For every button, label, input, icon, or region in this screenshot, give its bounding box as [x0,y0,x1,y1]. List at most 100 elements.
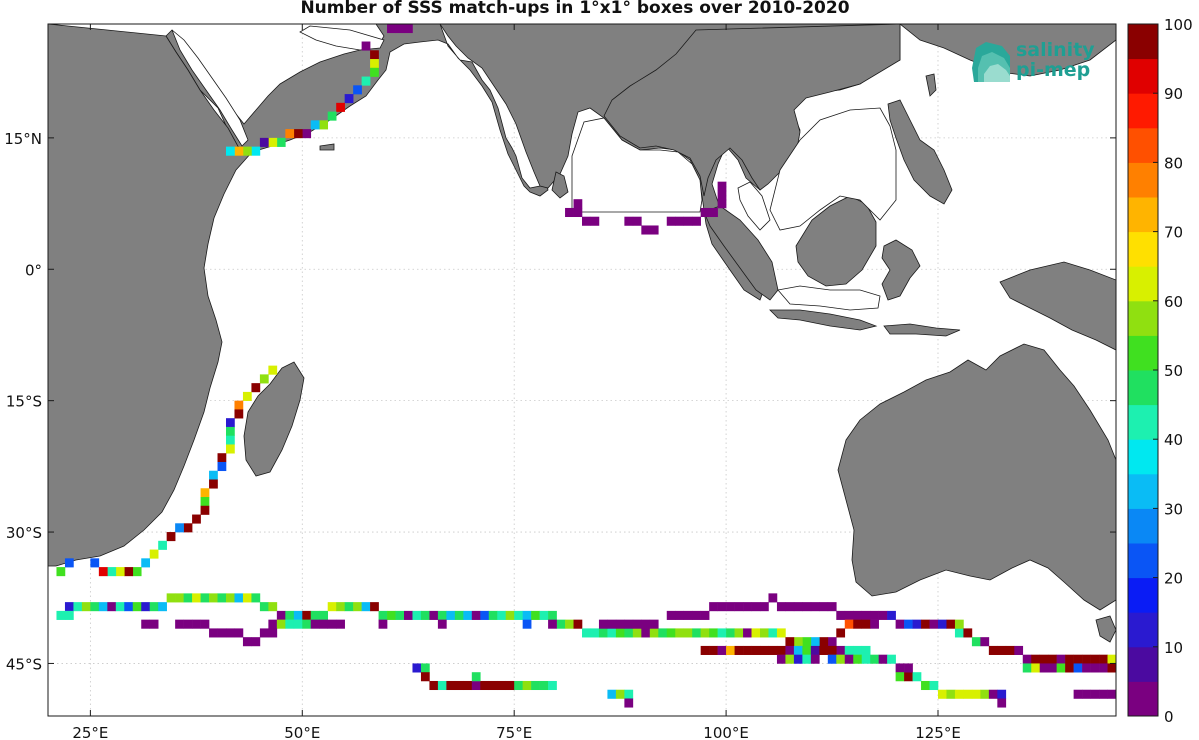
matchup-cell [217,453,227,463]
colorbar-segment [1128,127,1158,163]
lon-tick-label: 75°E [496,724,532,740]
matchup-cell [607,689,617,699]
matchup-cell [429,24,439,25]
matchup-cell [624,619,634,629]
matchup-cell [861,610,871,620]
matchup-cell [514,610,523,620]
matchup-cell [107,567,117,577]
matchup-cell [785,645,795,655]
matchup-cell [378,619,388,629]
matchup-cell [802,637,812,647]
colorbar-tick-label: 20 [1164,570,1183,588]
matchup-cell [192,593,201,603]
matchup-cell [217,628,227,638]
matchup-cell [844,654,854,664]
matchup-cell [1099,663,1108,673]
matchup-cell [1065,663,1074,673]
matchup-cell [64,610,74,620]
colorbar-segment [1128,370,1158,406]
matchup-cell [768,628,778,638]
matchup-cell [539,610,549,620]
matchup-cell [700,628,710,638]
colorbar-tick-label: 70 [1164,224,1183,242]
matchup-cell [692,216,701,226]
matchup-cell [565,619,574,629]
matchup-cell [726,645,735,655]
matchup-cell [980,689,990,699]
colorbar-segment [1128,162,1158,198]
matchup-cell [353,602,362,612]
matchup-cell [641,225,651,235]
matchup-cell [370,602,379,612]
matchup-cell [209,628,218,638]
colorbar-tick-label: 30 [1164,500,1183,518]
matchup-cell [276,610,286,620]
matchup-cell [149,602,159,612]
matchup-cell [836,610,846,620]
matchup-cell [370,59,379,69]
matchup-cell [446,610,456,620]
matchup-cell [522,680,532,691]
matchup-cell [582,216,591,226]
land-sumatra [703,205,779,301]
colorbar-segment [1128,24,1158,60]
matchup-cell [632,628,642,638]
matchup-cell [675,610,685,620]
matchup-cell [793,654,803,664]
matchup-cell [938,619,947,629]
matchup-cell [658,628,668,638]
matchup-cell [751,602,761,612]
matchup-cell [1065,654,1074,664]
matchup-cell [1073,663,1083,673]
land-sulawesi [881,239,921,301]
sea-gulf-of-thailand [737,181,771,231]
matchup-cell [590,628,600,638]
matchup-cell [141,602,151,612]
colorbar-tick-label: 0 [1164,708,1174,726]
matchup-cell [573,619,583,629]
matchup-cell [734,628,744,638]
matchup-cell [929,680,939,691]
matchup-cell [649,619,659,629]
matchup-cell [463,610,473,620]
matchup-cell [802,645,812,655]
matchup-cell [226,593,235,603]
matchup-cell [1022,663,1032,673]
matchup-cell [836,654,846,664]
land-new-guinea [999,261,1116,351]
matchup-cell [870,610,879,620]
matchup-cell [1073,689,1083,699]
matchup-cell [904,663,913,673]
matchup-cell [209,479,218,489]
matchup-cell [1099,689,1108,699]
colorbar: 0 10 20 30 40 50 60 70 80 90 100 [1127,16,1193,726]
matchup-cell [692,628,701,638]
matchup-cell [285,129,295,139]
matchup-cell [446,680,456,691]
matchup-cell [1082,689,1091,699]
matchup-cell [336,602,345,612]
lat-tick-label: 15°N [4,130,42,148]
matchup-cell [709,645,718,655]
matchup-cell [1082,663,1091,673]
matchup-cell [310,120,320,130]
matchup-cell [819,602,829,612]
matchup-cell [929,619,939,629]
matchup-cell [734,645,744,655]
matchup-cell [590,216,600,226]
matchup-cell [827,602,837,612]
matchup-cell [437,610,447,620]
matchup-cell [954,689,964,699]
matchup-cell [760,602,769,612]
matchup-cell [344,602,354,612]
matchup-cell [861,654,871,664]
matchup-cell [743,628,752,638]
matchup-cell [912,672,922,682]
matchup-cell [336,102,345,112]
matchup-cell [81,602,91,612]
matchup-cell [293,610,303,620]
matchup-cell [387,610,396,620]
matchup-cell [938,689,947,699]
matchup-cell [166,532,176,542]
